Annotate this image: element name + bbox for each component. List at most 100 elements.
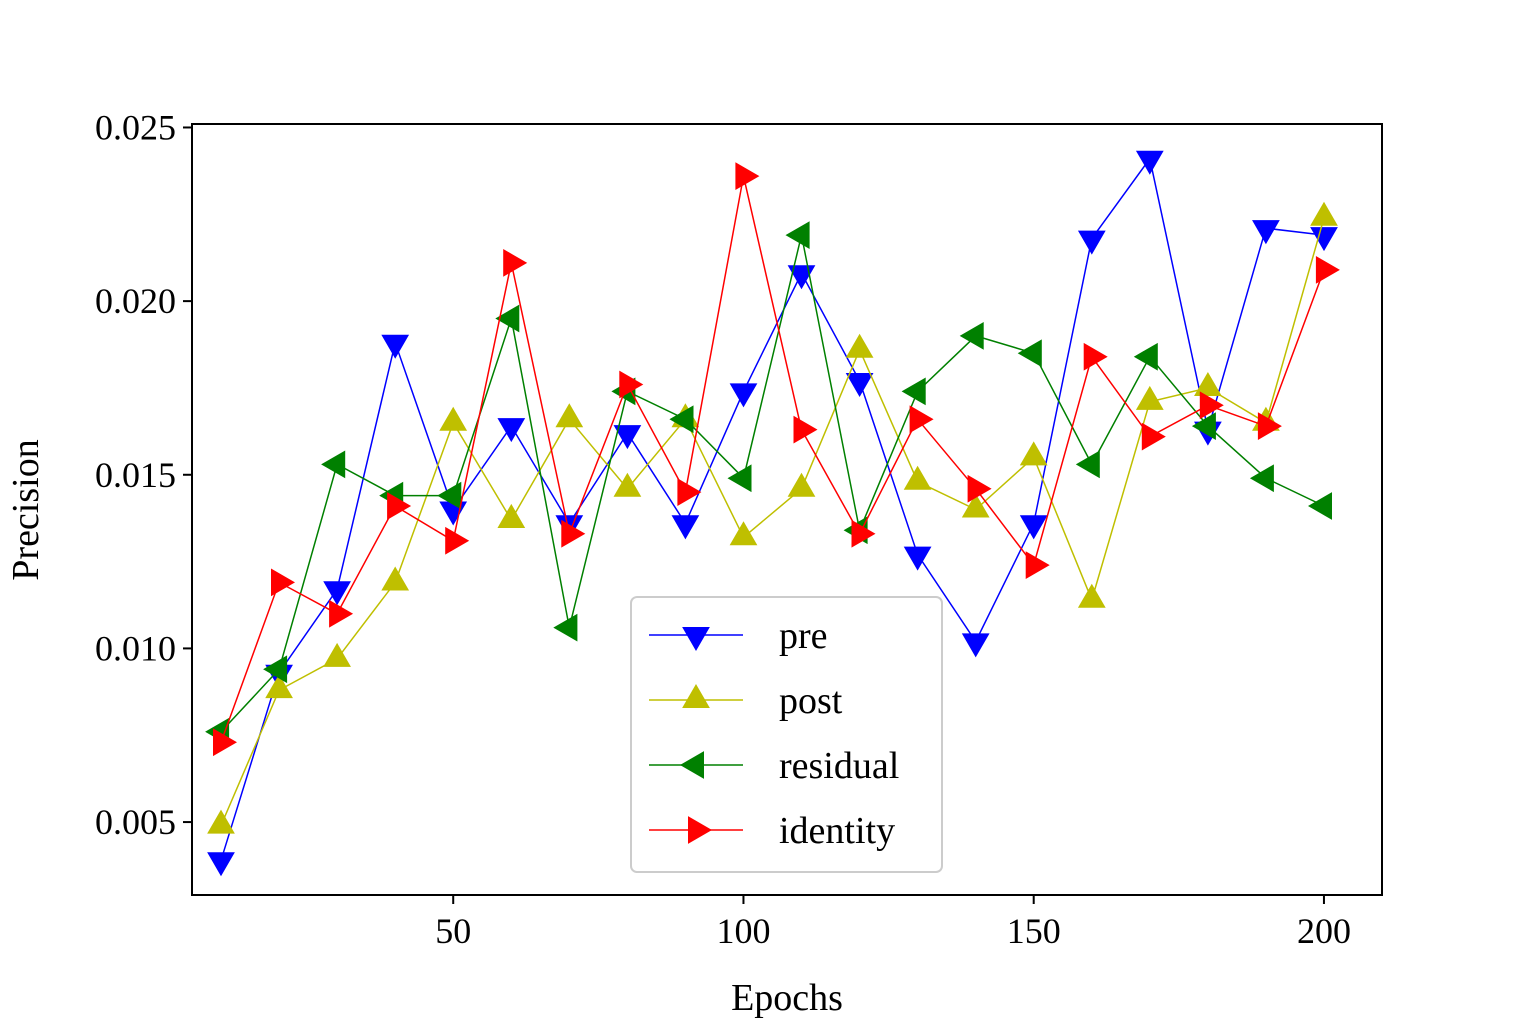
legend-marker — [688, 816, 712, 844]
data-point-identity — [1025, 551, 1050, 579]
data-point-pre — [613, 425, 642, 450]
data-point-identity — [619, 370, 644, 399]
data-point-residual — [263, 655, 288, 684]
data-point-residual — [1075, 450, 1100, 479]
data-point-post — [1135, 385, 1164, 410]
data-point-post — [1077, 583, 1106, 608]
data-point-post — [555, 403, 584, 428]
data-point-residual — [727, 464, 752, 493]
data-point-residual — [959, 322, 984, 350]
legend-label: pre — [779, 615, 828, 657]
data-point-pre — [1135, 150, 1164, 175]
data-point-identity — [909, 405, 934, 434]
data-point-identity — [851, 519, 876, 548]
y-tick-label: 0.020 — [95, 281, 176, 321]
data-point-identity — [329, 599, 354, 628]
data-point-identity — [1315, 256, 1340, 284]
legend: pre post residual identity — [630, 596, 943, 873]
data-point-residual — [437, 481, 462, 510]
data-point-residual — [669, 405, 694, 434]
x-tick-label: 50 — [435, 911, 471, 951]
data-point-pre — [207, 852, 235, 877]
data-point-post — [207, 809, 235, 834]
y-axis-label: Precision — [5, 439, 47, 580]
data-point-pre — [439, 501, 468, 526]
data-point-pre — [1252, 220, 1280, 245]
data-point-post — [1019, 441, 1048, 466]
x-tick-label: 100 — [716, 911, 770, 951]
data-point-residual — [785, 221, 810, 249]
x-tick-label: 200 — [1297, 911, 1351, 951]
data-point-post — [903, 465, 932, 490]
data-point-post — [1194, 372, 1222, 396]
data-point-residual — [553, 613, 578, 642]
data-point-identity — [1141, 422, 1166, 451]
data-point-pre — [961, 633, 990, 658]
data-point-residual — [1133, 342, 1158, 371]
data-point-pre — [845, 373, 874, 397]
data-point-residual — [495, 304, 520, 333]
data-point-residual — [901, 377, 926, 406]
legend-item-residual: residual — [649, 745, 899, 787]
legend-box — [630, 596, 943, 873]
data-point-pre — [381, 334, 410, 359]
series-post — [207, 201, 1338, 834]
data-point-identity — [967, 474, 992, 503]
data-point-identity — [1199, 391, 1224, 420]
legend-label: residual — [779, 745, 899, 787]
data-point-identity — [213, 728, 237, 757]
data-point-residual — [1191, 412, 1216, 440]
legend-label: post — [779, 680, 843, 722]
data-point-pre — [1077, 230, 1106, 255]
legend-marker — [682, 684, 710, 708]
data-point-post — [613, 472, 642, 497]
data-point-identity — [445, 526, 470, 555]
data-point-residual — [1249, 464, 1274, 493]
data-point-pre — [671, 515, 700, 540]
data-point-post — [439, 406, 468, 431]
legend-item-pre: pre — [649, 615, 828, 657]
data-point-pre — [729, 383, 758, 408]
data-point-identity — [735, 162, 760, 190]
data-point-identity — [387, 492, 412, 520]
legend-item-identity: identity — [649, 810, 895, 852]
data-point-residual — [1308, 492, 1332, 520]
data-point-post — [961, 493, 990, 518]
series-line-residual — [220, 234, 1325, 733]
series-line-identity — [220, 175, 1325, 743]
axes-layer: 50 100 150 200 0.005 0.010 0.015 0.020 0.025 — [95, 107, 1351, 951]
x-axis-label: Epochs — [731, 977, 843, 1019]
data-point-identity — [1257, 412, 1282, 440]
data-point-identity — [271, 568, 295, 597]
data-point-post — [323, 642, 351, 667]
legend-item-post: post — [649, 680, 843, 722]
series-identity — [213, 162, 1340, 757]
data-point-pre — [903, 546, 932, 571]
y-tick-label: 0.015 — [95, 455, 176, 495]
data-point-identity — [561, 519, 586, 548]
data-point-identity — [677, 478, 702, 506]
series-line-pre — [220, 156, 1325, 861]
x-tick-label: 150 — [1007, 911, 1061, 951]
data-point-pre — [1310, 227, 1338, 252]
data-point-identity — [793, 415, 818, 444]
legend-label: identity — [779, 810, 895, 852]
data-point-pre — [1019, 515, 1048, 540]
data-point-post — [381, 566, 410, 591]
data-point-post — [845, 333, 874, 358]
y-tick-label: 0.025 — [95, 107, 176, 147]
data-point-identity — [503, 249, 528, 277]
plot-frame — [191, 123, 1383, 896]
series-residual — [205, 221, 1332, 746]
legend-marker — [682, 627, 710, 651]
series-line-post — [220, 217, 1325, 826]
data-point-identity — [1083, 342, 1108, 371]
data-point-post — [729, 521, 758, 546]
data-point-post — [265, 674, 293, 699]
data-point-post — [787, 472, 816, 497]
legend-marker — [680, 751, 704, 779]
data-point-pre — [497, 418, 526, 443]
y-tick-label: 0.010 — [95, 628, 176, 668]
data-point-post — [497, 503, 526, 528]
